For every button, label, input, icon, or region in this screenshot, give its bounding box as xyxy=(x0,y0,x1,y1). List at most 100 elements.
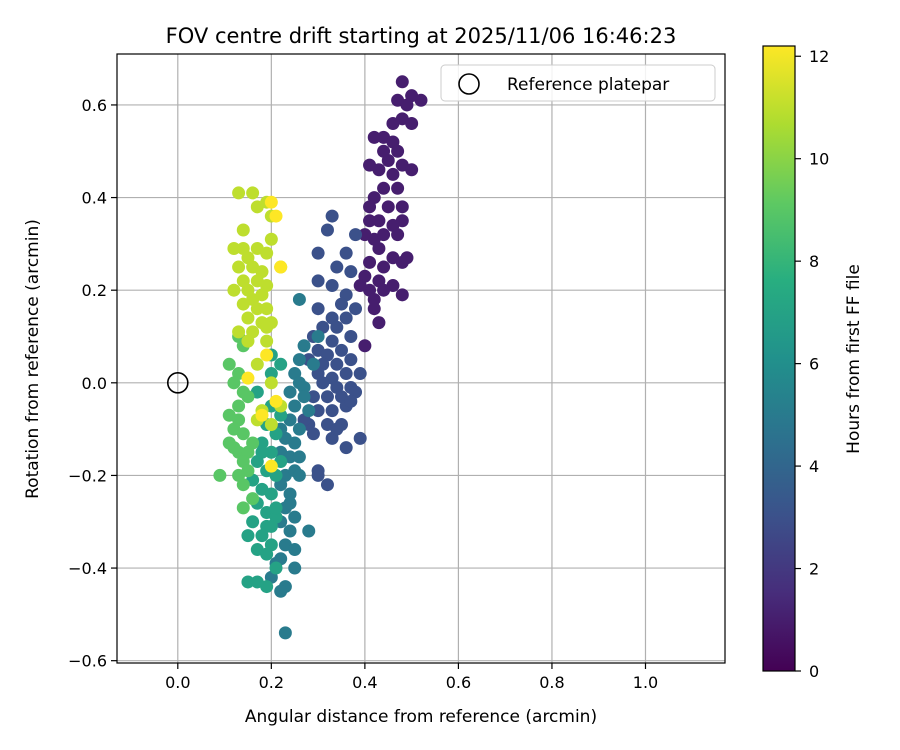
data-point xyxy=(381,200,395,214)
data-point xyxy=(292,353,306,367)
colorbar: 0 2 4 6 8 10 12 Hours from first FF file xyxy=(762,45,864,681)
y-tick-label: 0.6 xyxy=(82,96,107,115)
x-tick-label: 0.6 xyxy=(446,673,471,692)
data-point xyxy=(334,297,348,311)
data-point xyxy=(302,404,316,418)
data-point xyxy=(306,427,320,441)
data-point xyxy=(400,98,414,112)
data-point xyxy=(255,529,269,543)
data-point xyxy=(264,487,278,501)
data-point xyxy=(260,320,274,334)
data-point xyxy=(395,288,409,302)
data-point xyxy=(260,334,274,348)
data-point xyxy=(222,357,236,371)
data-point xyxy=(395,200,409,214)
data-point xyxy=(241,529,255,543)
data-point xyxy=(264,195,278,209)
data-point xyxy=(236,427,250,441)
data-point xyxy=(260,302,274,316)
x-tick-label: 0.4 xyxy=(352,673,377,692)
data-point xyxy=(274,357,288,371)
data-point xyxy=(344,353,358,367)
data-point xyxy=(292,422,306,436)
data-point xyxy=(236,223,250,237)
data-point xyxy=(311,246,325,260)
data-point xyxy=(311,274,325,288)
data-point xyxy=(283,487,297,501)
y-tick-label: −0.6 xyxy=(68,652,107,671)
data-point xyxy=(395,214,409,228)
data-point xyxy=(246,515,260,529)
data-point xyxy=(241,575,255,589)
data-point xyxy=(377,260,391,274)
y-tick-label: −0.4 xyxy=(68,559,107,578)
grid-lines xyxy=(117,54,725,663)
data-point xyxy=(311,468,325,482)
data-point xyxy=(297,380,311,394)
y-tick-label: 0.2 xyxy=(82,281,107,300)
data-point xyxy=(241,371,255,385)
y-tick-label: 0.0 xyxy=(82,374,107,393)
chart-title: FOV centre drift starting at 2025/11/06 … xyxy=(166,24,677,48)
data-point xyxy=(372,242,386,256)
data-point xyxy=(264,367,278,381)
data-point xyxy=(292,468,306,482)
colorbar-tick-label: 0 xyxy=(809,662,819,681)
data-point xyxy=(255,288,269,302)
data-point xyxy=(269,501,283,515)
data-point xyxy=(334,343,348,357)
data-point xyxy=(344,330,358,344)
data-point xyxy=(288,399,302,413)
data-point xyxy=(311,330,325,344)
data-point xyxy=(325,279,339,293)
data-point xyxy=(250,302,264,316)
colorbar-tick-label: 4 xyxy=(809,457,819,476)
colorbar-tick-label: 10 xyxy=(809,150,829,169)
data-point xyxy=(344,394,358,408)
y-tick-label: 0.4 xyxy=(82,189,107,208)
data-point xyxy=(288,436,302,450)
data-point xyxy=(264,232,278,246)
data-point xyxy=(227,376,241,390)
data-point xyxy=(278,626,292,640)
data-point xyxy=(241,334,255,348)
data-point xyxy=(227,242,241,256)
data-point xyxy=(246,186,260,200)
colorbar-tick-label: 12 xyxy=(809,47,829,66)
plot-frame xyxy=(116,53,726,664)
data-point xyxy=(246,492,260,506)
x-tick-label: 0.0 xyxy=(165,673,190,692)
data-point xyxy=(363,214,377,228)
data-point xyxy=(330,357,344,371)
data-point xyxy=(302,524,316,538)
data-point xyxy=(367,292,381,306)
data-point xyxy=(320,223,334,237)
data-point xyxy=(367,302,381,316)
data-point xyxy=(367,130,381,144)
data-point xyxy=(227,283,241,297)
data-point xyxy=(339,246,353,260)
y-axis-ticks: −0.6 −0.4 −0.2 0.0 0.2 0.4 0.6 xyxy=(68,96,117,671)
data-point xyxy=(311,302,325,316)
legend-box xyxy=(440,64,716,102)
data-point xyxy=(377,228,391,242)
data-point xyxy=(264,445,278,459)
data-point xyxy=(255,436,269,450)
data-point xyxy=(330,320,344,334)
x-axis-label: Angular distance from reference (arcmin) xyxy=(245,707,597,727)
data-point xyxy=(288,543,302,557)
reference-marker xyxy=(167,372,189,394)
data-point xyxy=(377,181,391,195)
colorbar-tick-label: 2 xyxy=(809,560,819,579)
data-point xyxy=(377,283,391,297)
data-point xyxy=(260,348,274,362)
data-point xyxy=(269,561,283,575)
data-point xyxy=(405,116,419,130)
data-point xyxy=(264,459,278,473)
data-point xyxy=(241,311,255,325)
data-point xyxy=(372,316,386,330)
data-point xyxy=(391,228,405,242)
data-point xyxy=(255,445,269,459)
data-point xyxy=(381,154,395,168)
